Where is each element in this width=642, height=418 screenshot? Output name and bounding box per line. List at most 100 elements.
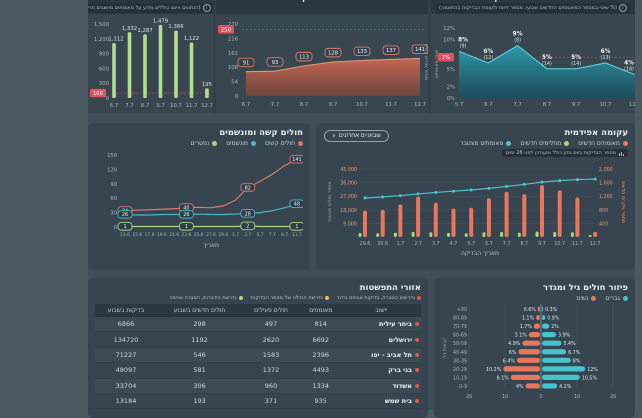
svg-text:26: 26 xyxy=(183,212,189,218)
severe-ventilated-line-chart: 150120906030034408214126262848112113.615… xyxy=(107,153,303,249)
value-cell: 71227 xyxy=(95,347,158,364)
svg-text:8.7: 8.7 xyxy=(520,241,528,247)
svg-text:4.9%: 4.9% xyxy=(508,341,521,347)
svg-text:13.6: 13.6 xyxy=(120,232,130,238)
svg-text:20-29: 20-29 xyxy=(453,367,467,373)
svg-text:1: 1 xyxy=(185,224,188,230)
legend-item-new-confirmed[interactable]: מאומתים חדשים xyxy=(578,140,628,147)
city-cell: ביתר עילית xyxy=(341,317,421,333)
svg-text:6%: 6% xyxy=(483,49,493,55)
svg-text:10.7: 10.7 xyxy=(600,102,612,108)
svg-text:(18): (18) xyxy=(624,67,634,73)
svg-text:1.7%: 1.7% xyxy=(520,324,533,330)
legend-dot xyxy=(238,296,243,300)
svg-text:20: 20 xyxy=(466,394,472,400)
time-range-button[interactable]: שבועיים אחרונים ∨ xyxy=(324,130,389,142)
svg-text:2,000: 2,000 xyxy=(599,167,613,173)
legend-item-men[interactable]: גברים xyxy=(605,295,628,302)
value-cell: 497 xyxy=(242,317,300,333)
svg-text:1: 1 xyxy=(295,224,298,230)
panel-spread-areas: אזורי התפשטות נדרשים הסברה, בדיקות אכיפת… xyxy=(88,278,428,418)
column-header: בדיקות בשבוע xyxy=(95,304,158,317)
city-status-dot xyxy=(415,337,419,342)
svg-text:10.7: 10.7 xyxy=(356,102,368,108)
city-cell: בני ברק xyxy=(341,362,421,379)
svg-text:(14): (14) xyxy=(542,61,552,67)
legend-item-severe[interactable]: חולים קשים xyxy=(265,140,303,147)
value-cell: 1334 xyxy=(299,378,342,394)
chevron-down-icon: ∨ xyxy=(332,133,336,139)
value-cell: 1372 xyxy=(242,362,300,379)
svg-text:8.1%: 8.1% xyxy=(497,375,510,381)
legend-item-new-recovered[interactable]: מחלימים חדשים xyxy=(520,140,570,147)
svg-text:10-19: 10-19 xyxy=(453,375,467,381)
svg-text:קבוצת גיל: קבוצת גיל xyxy=(442,337,448,358)
svg-text:1.1%: 1.1% xyxy=(522,316,535,322)
svg-text:141: 141 xyxy=(415,47,425,53)
value-cell: 13184 xyxy=(95,393,158,410)
svg-text:מספר חולים קשים: מספר חולים קשים xyxy=(423,44,428,80)
legend-item-ventilated[interactable]: מונשמים xyxy=(226,140,256,147)
svg-text:800: 800 xyxy=(599,208,608,214)
value-cell: 134720 xyxy=(95,331,158,348)
svg-text:150: 150 xyxy=(107,153,117,159)
svg-text:120: 120 xyxy=(107,167,117,173)
svg-text:8%: 8% xyxy=(458,37,468,43)
svg-text:30.6: 30.6 xyxy=(377,241,388,247)
table-header-row: יישוב מאומתים חולים פעילים חולים חדשים בשבו… xyxy=(95,304,421,317)
legend-dot xyxy=(591,296,597,301)
svg-text:6.7: 6.7 xyxy=(485,241,493,247)
svg-text:48: 48 xyxy=(294,202,300,208)
svg-text:30: 30 xyxy=(110,211,117,217)
svg-text:23.6: 23.6 xyxy=(182,232,192,238)
svg-text:1,112: 1,112 xyxy=(108,37,123,43)
svg-text:0: 0 xyxy=(106,96,110,102)
svg-text:21.6: 21.6 xyxy=(169,232,179,238)
panel-title: עקומה אפידמית xyxy=(564,128,628,138)
svg-text:4.2%: 4.2% xyxy=(559,384,572,390)
info-icon[interactable]: i xyxy=(618,4,627,12)
svg-text:270: 270 xyxy=(228,22,239,28)
value-cell: 581 xyxy=(157,362,243,379)
svg-text:9.7: 9.7 xyxy=(572,102,580,108)
svg-text:1,332: 1,332 xyxy=(122,26,137,32)
svg-text:90: 90 xyxy=(110,182,117,188)
svg-text:5%: 5% xyxy=(542,55,552,61)
svg-text:1,500: 1,500 xyxy=(94,22,110,28)
legend-item-deceased[interactable]: נפטרים xyxy=(190,140,218,147)
table-row: ירושלים 6692 2620 1192 134720 xyxy=(95,331,421,348)
svg-text:תאריך הבדיקה: תאריך הבדיקה xyxy=(461,250,499,257)
city-status-dot xyxy=(415,368,419,373)
svg-text:0: 0 xyxy=(539,394,542,400)
svg-text:3.7: 3.7 xyxy=(432,241,440,247)
svg-text:137: 137 xyxy=(386,48,396,54)
tests-note: מספר הבדיקות ביום נתון כולל ומעודכן לפני… xyxy=(501,149,628,157)
svg-text:תאריך: תאריך xyxy=(203,242,219,249)
svg-text:6%: 6% xyxy=(509,350,517,356)
legend-dot xyxy=(623,141,628,146)
svg-text:10%: 10% xyxy=(443,38,455,44)
value-cell: 48097 xyxy=(95,362,158,379)
svg-text:5%: 5% xyxy=(447,67,455,73)
svg-text:7%: 7% xyxy=(442,55,450,61)
panel-severe-ventilated: חולים קשה ומונשמים חולים קשים מונשמים נפ… xyxy=(88,123,310,270)
severe-legend: חולים קשים מונשמים נפטרים xyxy=(95,140,303,147)
svg-text:9.7: 9.7 xyxy=(156,103,164,109)
info-icon[interactable]: i xyxy=(202,4,211,12)
panel-title: חולים קשה ומונשמים xyxy=(219,128,303,138)
epidemic-combo-chart: 45,000 36,000 27,000 18,000 9,000 2,000 1,600 1… xyxy=(327,167,625,257)
city-status-dot xyxy=(415,383,419,388)
middle-chart-row: חולים קשה ומונשמים חולים קשים מונשמים נפ… xyxy=(88,123,635,270)
svg-text:17.6: 17.6 xyxy=(145,232,155,238)
svg-text:12.7: 12.7 xyxy=(201,103,213,109)
value-cell: 306 xyxy=(157,378,243,394)
svg-text:8.7: 8.7 xyxy=(141,103,149,109)
svg-text:(13): (13) xyxy=(601,55,611,61)
legend-dot xyxy=(250,141,256,146)
legend-item-women[interactable]: נשים xyxy=(576,295,597,302)
legend-item-cumulative[interactable]: מאומתים מצטבר xyxy=(460,140,512,147)
spread-legend: נדרשים הסברה, בדיקות אכיפת בידוד נדרשת ה… xyxy=(95,295,421,301)
svg-text:8.7: 8.7 xyxy=(300,102,308,108)
svg-text:128: 128 xyxy=(328,51,339,57)
svg-text:9.7: 9.7 xyxy=(538,241,546,247)
